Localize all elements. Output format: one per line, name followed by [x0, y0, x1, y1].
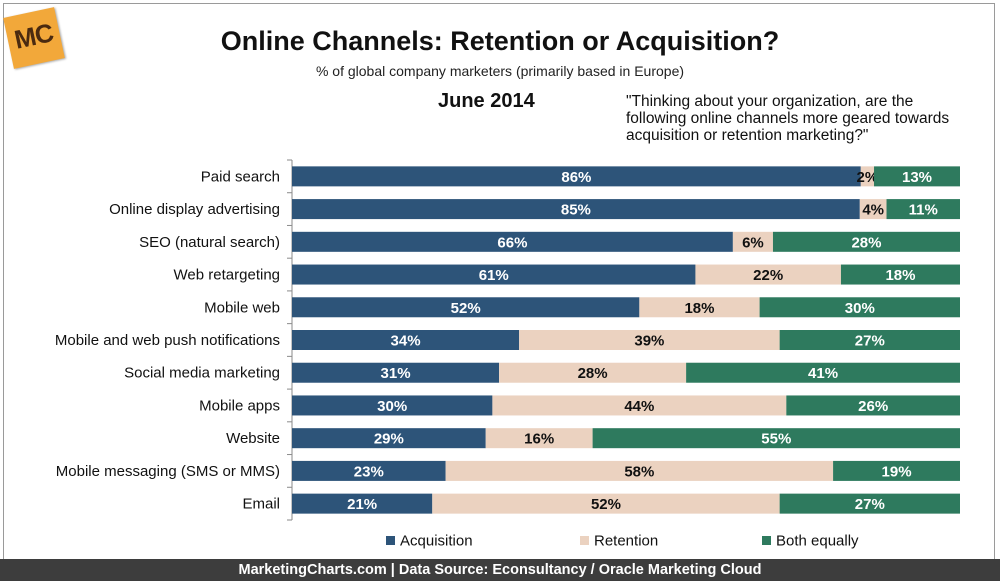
data-label: 28%	[578, 365, 608, 382]
bar-segment-both	[779, 493, 960, 514]
data-label: 6%	[742, 234, 764, 251]
data-label: 4%	[862, 202, 884, 219]
category-label: SEO (natural search)	[139, 234, 280, 251]
data-label: 30%	[845, 300, 875, 317]
data-label: 22%	[753, 267, 783, 284]
data-label: 28%	[851, 234, 881, 251]
category-label: Web retargeting	[174, 267, 280, 284]
data-label: 27%	[855, 333, 885, 350]
bar-segment-acquisition	[292, 231, 733, 252]
footer-source: MarketingCharts.com | Data Source: Econs…	[0, 559, 1000, 581]
legend-swatch-both	[762, 536, 771, 545]
data-label: 29%	[374, 431, 404, 448]
data-label: 61%	[479, 267, 509, 284]
data-label: 23%	[354, 463, 384, 480]
data-label: 34%	[391, 333, 421, 350]
bar-segment-acquisition	[292, 493, 433, 514]
bar-segment-both	[779, 330, 960, 350]
bar-segment-retention	[859, 199, 887, 220]
legend-label-retention: Retention	[594, 533, 658, 550]
chart-date: June 2014	[438, 90, 535, 112]
bar-segment-acquisition	[292, 297, 640, 318]
data-label: 30%	[377, 398, 407, 415]
category-label: Website	[226, 430, 280, 447]
data-label: 11%	[909, 202, 938, 219]
bar-segment-retention	[732, 231, 773, 252]
chart-subtitle: % of global company marketers (primarily…	[315, 63, 685, 79]
data-label: 19%	[882, 463, 912, 480]
category-label: Online display advertising	[109, 201, 280, 218]
bar-segment-both	[686, 362, 960, 383]
data-label: 52%	[591, 496, 621, 513]
bar-segment-acquisition	[292, 362, 500, 383]
data-label: 27%	[855, 496, 885, 513]
category-label: Mobile apps	[199, 397, 280, 414]
category-label: Email	[242, 496, 280, 513]
bar-segment-both	[772, 231, 960, 252]
survey-question: "Thinking about your organization, are t…	[626, 93, 950, 144]
bar-segment-retention	[499, 362, 687, 383]
category-label: Mobile web	[204, 299, 280, 316]
chart-title: Online Channels: Retention or Acquisitio…	[220, 26, 780, 56]
data-label: 85%	[561, 202, 591, 219]
legend-label-both: Both equally	[776, 533, 859, 550]
data-label: 16%	[524, 431, 554, 448]
bar-segment-both	[874, 166, 960, 187]
bar-segment-acquisition	[292, 460, 446, 481]
bar-segment-retention	[485, 428, 593, 449]
data-label: 86%	[561, 169, 591, 186]
bar-segment-retention	[432, 493, 780, 514]
data-label: 66%	[497, 234, 527, 251]
bar-segment-both	[786, 395, 960, 416]
data-label: 58%	[624, 463, 654, 480]
data-label: 41%	[808, 365, 838, 382]
chart-frame	[3, 3, 995, 579]
data-label: 39%	[634, 333, 664, 350]
bar-segment-acquisition	[292, 264, 696, 285]
data-label: 31%	[381, 365, 411, 382]
category-label: Paid search	[201, 168, 280, 185]
bar-segment-retention	[445, 460, 834, 481]
category-label: Mobile and web push notifications	[55, 332, 280, 349]
bar-segment-both	[759, 297, 960, 318]
bar-segment-acquisition	[292, 330, 520, 350]
data-label: 18%	[684, 300, 714, 317]
bar-segment-acquisition	[292, 199, 860, 220]
bar-segment-retention	[639, 297, 760, 318]
bar-segment-both	[886, 199, 960, 220]
bar-segment-acquisition	[292, 166, 861, 187]
bar-segment-acquisition	[292, 428, 486, 449]
data-label: 44%	[624, 398, 654, 415]
bar-segment-both	[592, 428, 960, 449]
category-label: Social media marketing	[124, 365, 280, 382]
data-label: 52%	[451, 300, 481, 317]
bar-segment-retention	[492, 395, 787, 416]
data-label: 13%	[902, 169, 932, 186]
bar-segment-retention	[519, 330, 780, 350]
data-label: 18%	[885, 267, 915, 284]
bar-segment-both	[840, 264, 960, 285]
legend-label-acquisition: Acquisition	[400, 533, 473, 550]
bar-segment-retention	[695, 264, 841, 285]
data-label: 21%	[347, 496, 377, 513]
legend-swatch-retention	[580, 536, 589, 545]
data-label: 55%	[761, 431, 791, 448]
bar-segment-acquisition	[292, 395, 493, 416]
data-label: 2%	[857, 169, 879, 186]
legend-swatch-acquisition	[386, 536, 395, 545]
bar-segment-both	[833, 460, 960, 481]
data-label: 26%	[858, 398, 888, 415]
category-label: Mobile messaging (SMS or MMS)	[56, 463, 280, 480]
bar-segment-retention	[860, 166, 875, 187]
